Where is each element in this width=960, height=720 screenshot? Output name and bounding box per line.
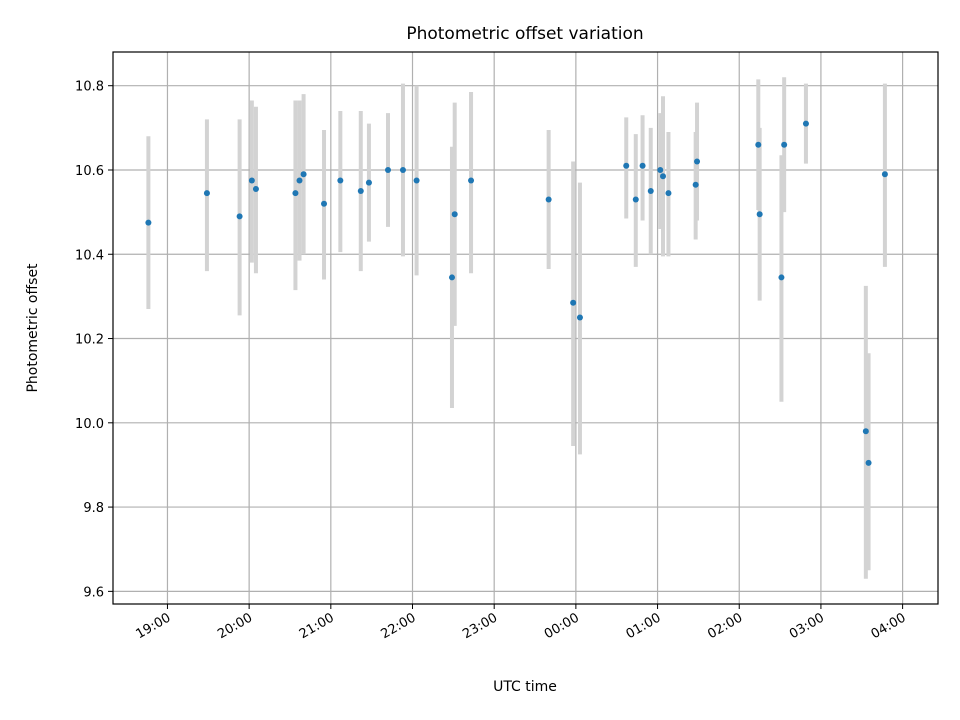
data-point: [413, 177, 420, 184]
y-tick-label: 10.8: [75, 80, 104, 95]
data-point: [639, 162, 646, 169]
x-tick-label: 03:00: [787, 610, 827, 642]
data-point: [365, 179, 372, 186]
data-point: [778, 274, 785, 281]
x-axis: 19:00 20:00 21:00 22:00 23:00 00:00 01:00 02:00…: [134, 604, 909, 642]
data-point: [236, 213, 243, 220]
data-point: [657, 166, 664, 173]
data-point: [756, 211, 763, 218]
x-tick-label: 22:00: [379, 610, 419, 642]
data-point: [248, 177, 255, 184]
data-point: [145, 219, 152, 226]
data-point: [865, 459, 872, 466]
data-point: [862, 428, 869, 435]
x-tick-label: 20:00: [215, 610, 255, 642]
x-tick-label: 21:00: [297, 610, 337, 642]
data-point: [203, 190, 210, 197]
data-point: [660, 173, 666, 180]
data-point: [647, 188, 654, 195]
y-axis-label: Photometric offset: [25, 263, 41, 393]
grid: [113, 52, 938, 604]
data-point: [357, 188, 364, 195]
y-tick-label: 10.6: [75, 164, 104, 179]
x-tick-label: 04:00: [869, 610, 909, 642]
x-tick-label: 23:00: [460, 610, 500, 642]
x-tick-label: 01:00: [624, 610, 664, 642]
data-point: [337, 177, 344, 184]
data-points: [145, 120, 888, 466]
data-point: [292, 190, 299, 197]
y-tick-label: 10.0: [75, 417, 104, 432]
data-point: [632, 196, 639, 203]
data-point: [399, 166, 406, 173]
data-point: [545, 196, 552, 203]
error-bars: [146, 77, 887, 579]
data-point: [570, 299, 577, 306]
data-point: [755, 141, 762, 148]
y-tick-label: 9.6: [83, 585, 104, 600]
data-point: [802, 120, 809, 127]
chart-title: Photometric offset variation: [406, 24, 643, 44]
x-axis-label: UTC time: [493, 679, 557, 695]
data-point: [300, 171, 307, 178]
data-point: [296, 177, 303, 184]
plot-frame: [112, 51, 939, 605]
x-tick-label: 00:00: [542, 610, 582, 642]
data-point: [692, 181, 699, 188]
data-point: [781, 141, 788, 148]
y-tick-label: 9.8: [83, 501, 104, 516]
data-point: [448, 274, 455, 281]
data-point: [385, 166, 391, 173]
data-point: [665, 190, 672, 197]
x-tick-label: 02:00: [705, 610, 745, 642]
data-point: [468, 177, 475, 184]
y-tick-label: 10.2: [75, 333, 104, 348]
x-tick-label: 19:00: [134, 610, 174, 642]
data-point: [881, 171, 888, 178]
data-point: [623, 162, 630, 169]
data-point: [576, 314, 583, 321]
data-point: [451, 211, 458, 218]
data-point: [321, 200, 328, 207]
y-tick-label: 10.4: [75, 248, 104, 263]
data-point: [252, 185, 259, 192]
y-axis: 9.6 9.8 10.0 10.2 10.4 10.6 10.8: [75, 80, 113, 600]
data-point: [694, 158, 701, 165]
